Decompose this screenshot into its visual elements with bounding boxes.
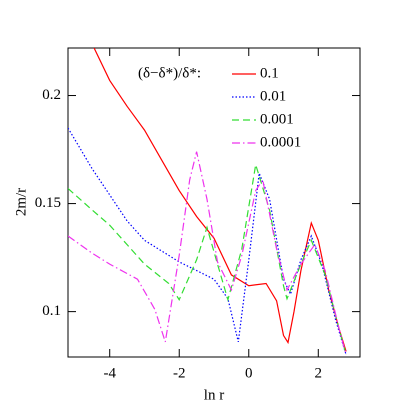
series-line bbox=[68, 164, 347, 355]
x-tick-label: -2 bbox=[173, 365, 186, 381]
legend-label: 0.01 bbox=[260, 88, 286, 104]
y-tick-label: 0.15 bbox=[35, 195, 61, 211]
legend-title: (δ−δ*)/δ*: bbox=[138, 65, 201, 81]
x-tick-label: 2 bbox=[315, 365, 323, 381]
series-line bbox=[68, 151, 347, 355]
legend-label: 0.0001 bbox=[260, 134, 301, 150]
legend-label: 0.001 bbox=[260, 111, 294, 127]
y-tick-label: 0.2 bbox=[42, 87, 61, 103]
plot-frame bbox=[67, 47, 361, 358]
x-tick-label: -4 bbox=[103, 365, 116, 381]
x-tick-label: 0 bbox=[245, 365, 253, 381]
y-tick-label: 0.1 bbox=[42, 303, 61, 319]
plot-lines bbox=[68, 48, 347, 355]
series-line bbox=[93, 48, 347, 352]
x-axis-label: ln r bbox=[204, 387, 224, 403]
legend-label: 0.1 bbox=[260, 65, 279, 81]
y-axis-label: 2m/r bbox=[13, 188, 29, 216]
series-line bbox=[68, 127, 347, 355]
